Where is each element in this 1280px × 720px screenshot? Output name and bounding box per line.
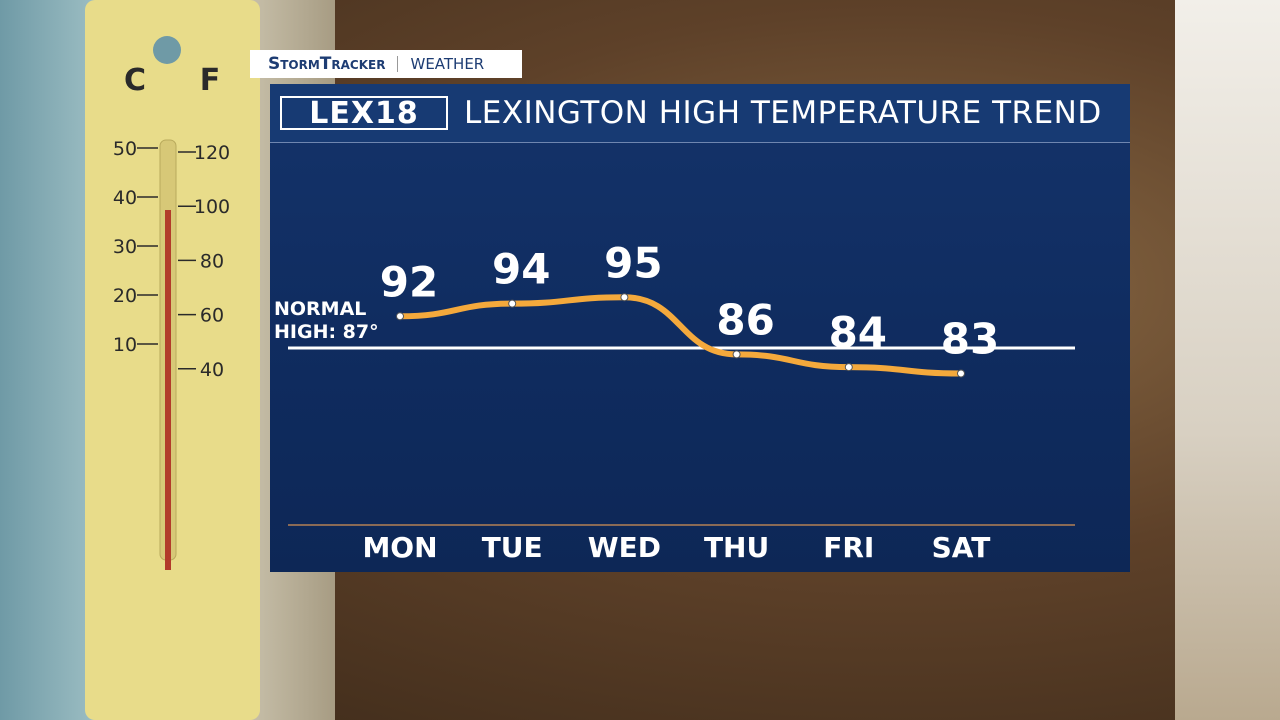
section: WEATHER [410,55,485,73]
fahrenheit-tick-label: 80 [200,250,224,272]
celsius-tick-label: 20 [113,285,137,307]
value-label: 94 [492,245,550,294]
fahrenheit-tick-label: 120 [194,142,230,164]
temperature-line [397,294,964,377]
celsius-label: C [124,63,146,98]
celsius-tick-label: 50 [113,138,137,160]
x-tick-label: FRI [823,531,874,564]
x-tick-label: TUE [482,531,543,564]
fahrenheit-tick-label: 100 [194,196,230,218]
x-tick-label: WED [588,531,661,564]
brand: StormTracker [268,54,386,74]
thermometer-column [165,210,171,570]
x-tick-label: SAT [932,531,991,564]
background [1175,0,1280,720]
fahrenheit-tick-label: 60 [200,305,224,327]
celsius-tick-label: 10 [113,334,137,356]
value-label: 95 [604,238,662,287]
point [508,299,517,308]
point [957,369,965,378]
point [396,312,404,321]
header-tab: StormTracker WEATHER [250,50,522,78]
value-label: 84 [829,308,887,357]
value-label: 86 [716,295,774,344]
value-label: 92 [380,257,438,306]
normal-label: NORMAL HIGH: 87° [274,298,379,343]
chart-title: LEXINGTON HIGH TEMPERATURE TREND [464,95,1102,131]
thermometer-hole [153,36,181,64]
celsius-tick-label: 40 [113,187,137,209]
celsius-tick-label: 30 [113,236,137,258]
separator [397,56,399,72]
chart-panel: LEX18 LEXINGTON HIGH TEMPERATURE TREND [270,84,1130,572]
point [844,363,853,372]
point [620,293,629,302]
title-bar: LEX18 LEXINGTON HIGH TEMPERATURE TREND [270,84,1130,143]
point [732,350,741,359]
logo: LEX18 [280,96,448,131]
x-tick-label: THU [704,531,769,564]
x-tick-label: MON [362,531,437,564]
fahrenheit-label: F [200,63,221,98]
fahrenheit-tick-label: 40 [200,359,224,381]
value-label: 83 [941,314,999,363]
